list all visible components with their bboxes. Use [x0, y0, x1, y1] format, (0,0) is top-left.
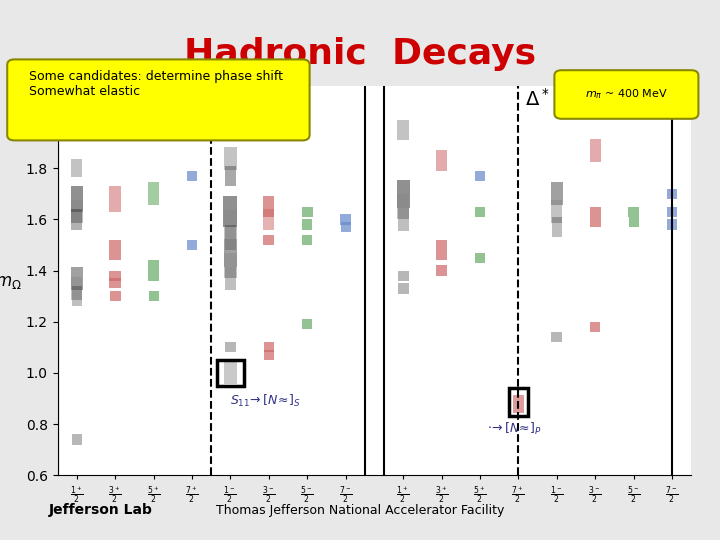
Bar — [302, 319, 312, 329]
Bar — [667, 207, 677, 217]
Bar — [302, 207, 312, 217]
Bar — [341, 214, 351, 225]
Bar — [590, 207, 600, 217]
Bar — [436, 240, 447, 250]
Text: $N^*$: $N^*$ — [121, 88, 148, 110]
Bar — [148, 291, 158, 301]
Bar — [71, 209, 82, 230]
Bar — [398, 208, 408, 231]
Bar — [509, 388, 528, 416]
Bar — [474, 207, 485, 217]
Bar — [72, 286, 82, 306]
Bar — [109, 240, 121, 250]
Bar — [436, 150, 447, 171]
Bar — [72, 434, 81, 444]
Bar — [264, 207, 274, 217]
Bar — [341, 222, 351, 232]
Bar — [590, 217, 600, 227]
Bar — [187, 240, 197, 250]
Bar — [148, 271, 159, 281]
Bar — [71, 200, 83, 223]
Bar — [513, 395, 523, 413]
Bar — [398, 284, 408, 294]
Bar — [398, 271, 408, 281]
Bar — [436, 250, 447, 260]
Bar — [109, 278, 121, 288]
Bar — [264, 197, 274, 207]
Bar — [629, 207, 639, 217]
Text: $m_\pi$ ~ 400 MeV: $m_\pi$ ~ 400 MeV — [585, 87, 668, 102]
Bar — [474, 171, 485, 181]
Bar — [264, 209, 274, 230]
Bar — [71, 277, 82, 300]
Bar — [552, 332, 562, 342]
Bar — [397, 120, 409, 140]
Bar — [590, 139, 600, 162]
Bar — [667, 188, 678, 199]
Bar — [225, 166, 236, 186]
Bar — [223, 197, 238, 227]
Text: $\Delta^*$: $\Delta^*$ — [526, 88, 550, 110]
Bar — [667, 219, 677, 230]
Bar — [264, 235, 274, 245]
Bar — [224, 211, 237, 239]
Bar — [71, 186, 83, 212]
Bar — [552, 217, 562, 237]
Bar — [551, 183, 562, 205]
Bar — [148, 260, 159, 271]
Bar — [302, 219, 312, 230]
Bar — [397, 194, 409, 219]
Bar — [225, 225, 236, 250]
Bar — [224, 253, 237, 278]
Text: $S_{11}\!\rightarrow [N\!\approx\!]_S$: $S_{11}\!\rightarrow [N\!\approx\!]_S$ — [230, 393, 301, 409]
Bar — [629, 217, 639, 227]
Bar — [225, 342, 235, 353]
Bar — [224, 146, 237, 170]
Bar — [590, 322, 600, 332]
Bar — [552, 200, 562, 223]
Bar — [225, 267, 236, 290]
Bar — [110, 291, 120, 301]
Bar — [186, 171, 197, 181]
Bar — [109, 271, 121, 281]
Bar — [71, 267, 83, 290]
Bar — [264, 350, 274, 360]
Text: Hadronic  Decays: Hadronic Decays — [184, 37, 536, 71]
Text: Thomas Jefferson National Accelerator Facility: Thomas Jefferson National Accelerator Fa… — [216, 504, 504, 517]
Text: Jefferson Lab: Jefferson Lab — [49, 503, 153, 517]
Text: Some candidates: determine phase shift
Somewhat elastic: Some candidates: determine phase shift S… — [29, 70, 283, 98]
Bar — [148, 183, 159, 205]
Bar — [302, 235, 312, 245]
Bar — [224, 361, 237, 384]
Bar — [71, 121, 83, 139]
Bar — [109, 250, 121, 260]
Bar — [436, 266, 447, 276]
Bar — [71, 159, 82, 177]
Y-axis label: $m/m_\Omega$: $m/m_\Omega$ — [0, 271, 22, 291]
Bar — [397, 180, 410, 208]
Bar — [264, 342, 274, 353]
Bar — [474, 253, 485, 263]
Text: $\cdot\!\rightarrow [N\!\approx\!]_P$: $\cdot\!\rightarrow [N\!\approx\!]_P$ — [487, 421, 542, 437]
Bar — [217, 360, 244, 386]
Bar — [224, 239, 237, 267]
Bar — [109, 186, 121, 212]
